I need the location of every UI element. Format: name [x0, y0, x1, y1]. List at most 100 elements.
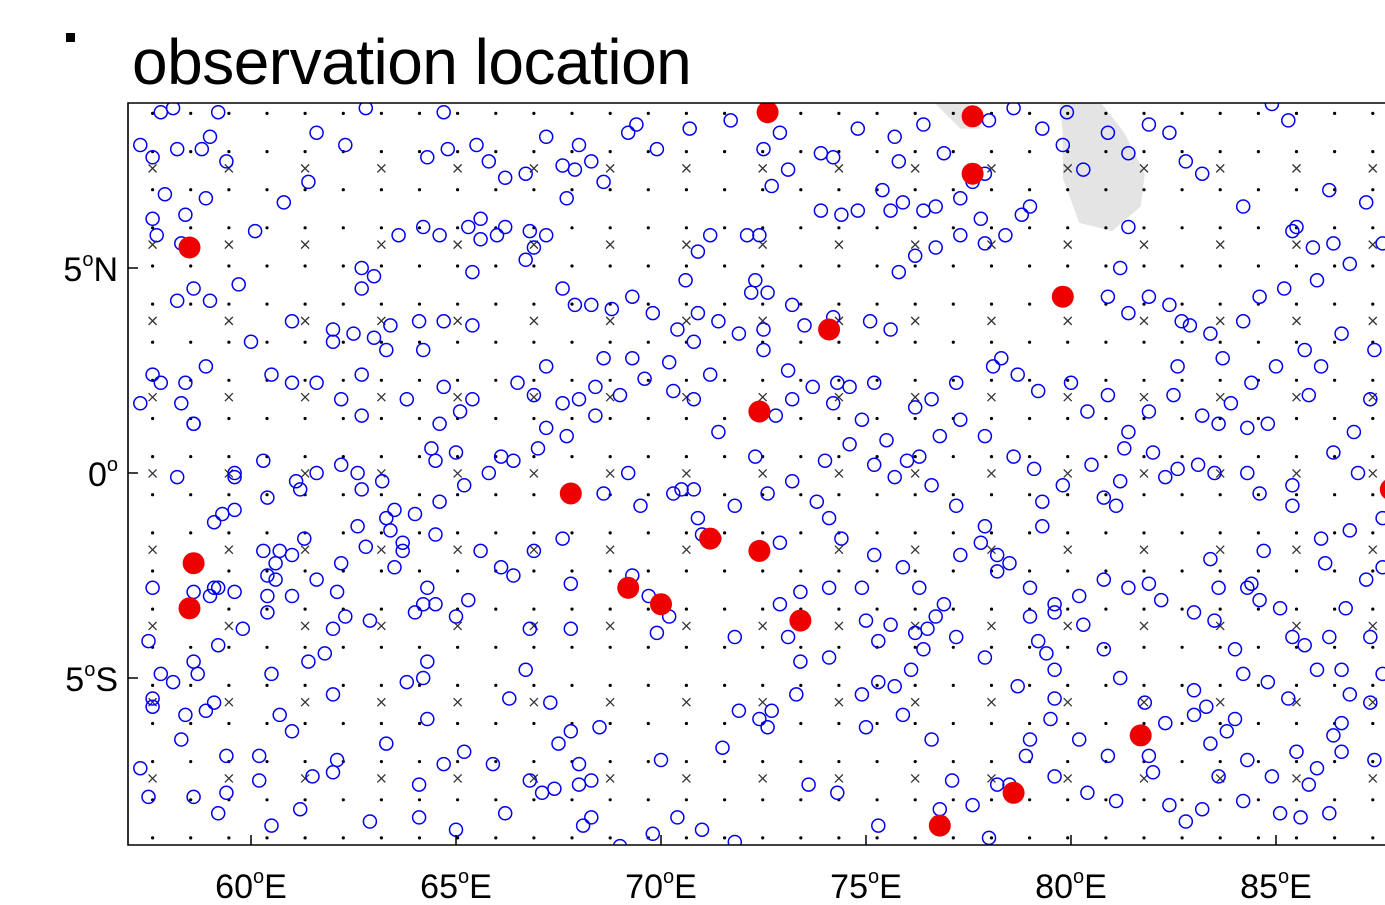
grid-dot	[151, 455, 155, 459]
observation-circle	[953, 547, 968, 563]
grid-dot	[989, 493, 994, 497]
grid-dot	[1142, 645, 1146, 649]
observation-circle	[354, 367, 369, 382]
grid-dot	[456, 645, 460, 649]
grid-dot	[913, 455, 917, 459]
grid-dot	[532, 416, 536, 421]
observation-circle	[797, 318, 812, 333]
observation-circle	[584, 297, 599, 313]
grid-dot	[646, 150, 650, 154]
observation-circle	[977, 650, 993, 665]
observation-circle	[346, 326, 361, 341]
observation-circle	[202, 293, 218, 309]
frame-line	[127, 102, 1385, 846]
observation-circle	[1363, 695, 1378, 710]
grid-dot	[379, 836, 383, 840]
observation-circle	[1047, 605, 1062, 620]
grid-dot	[1256, 188, 1260, 192]
grid-cross	[300, 392, 310, 402]
grid-dot	[646, 416, 650, 421]
observation-circle	[1350, 465, 1366, 481]
observation-circle	[436, 379, 451, 395]
observation-circle	[1326, 728, 1341, 743]
observation-circle	[1211, 769, 1226, 784]
grid-cross	[681, 316, 691, 326]
grid-dot	[532, 340, 536, 344]
observation-circle	[366, 330, 382, 345]
grid-dot	[1142, 721, 1146, 726]
grid-dot	[951, 607, 955, 611]
grid-dot	[761, 378, 765, 382]
grid-dot	[646, 531, 650, 535]
grid-dot	[1180, 455, 1184, 459]
grid-dot	[456, 798, 460, 802]
grid-cross	[1139, 545, 1149, 555]
grid-dot	[189, 264, 193, 268]
observation-circle	[383, 318, 398, 333]
grid-dot	[723, 760, 727, 764]
observation-circle	[592, 719, 607, 735]
observation-circle	[379, 510, 394, 526]
grid-dot	[1142, 111, 1146, 115]
observation-circle	[1363, 391, 1378, 407]
grid-dot	[1371, 378, 1375, 382]
observation-circle	[764, 178, 779, 194]
grid-dot	[1333, 416, 1337, 421]
observation-circle	[1358, 572, 1374, 587]
grid-dot	[837, 264, 841, 268]
observation-circle	[354, 281, 369, 296]
grid-dot	[875, 226, 879, 230]
grid-cross	[224, 545, 234, 555]
observation-circle	[670, 322, 685, 337]
grid-dot	[684, 645, 689, 649]
grid-dot	[189, 798, 193, 802]
grid-dot	[1066, 188, 1070, 192]
grid-dot	[951, 760, 955, 764]
grid-cross	[834, 621, 844, 631]
grid-dot	[303, 760, 307, 764]
observation-circle	[981, 830, 997, 845]
x-tick-label: 75oE	[830, 866, 902, 905]
grid-dot	[875, 493, 879, 497]
grid-dot	[875, 607, 879, 611]
grid-dot	[341, 683, 345, 688]
observation-circle	[1141, 748, 1157, 764]
observation-circle	[1334, 662, 1349, 678]
grid-dot	[837, 455, 841, 459]
observation-circle	[1227, 642, 1243, 657]
grid-dot	[417, 416, 422, 421]
grid-dot	[1218, 683, 1222, 688]
grid-dot	[189, 150, 193, 154]
observation-circle	[727, 498, 743, 514]
observation-circle	[883, 203, 898, 218]
grid-dot	[723, 226, 727, 230]
grid-cross	[605, 316, 615, 326]
grid-dot	[913, 416, 917, 421]
observation-circle	[309, 465, 324, 481]
observation-circle	[169, 141, 185, 157]
y-tick-label: 5oN	[63, 249, 118, 289]
grid-dot	[1066, 493, 1070, 497]
grid-dot	[913, 150, 917, 154]
grid-dot	[1180, 569, 1184, 573]
grid-dot	[341, 340, 345, 344]
grid-dot	[951, 378, 955, 382]
grid-dot	[379, 188, 383, 192]
observation-circle	[723, 113, 738, 128]
grid-dot	[608, 150, 612, 154]
grid-dot	[151, 607, 155, 611]
grid-dot	[989, 226, 994, 230]
observation-circle	[973, 535, 989, 550]
observation-circle	[1145, 765, 1161, 780]
grid-dot	[1333, 264, 1337, 268]
grid-dot	[341, 188, 345, 192]
observation-circle	[428, 527, 443, 542]
grid-dot	[417, 302, 422, 306]
observation-circle	[186, 584, 201, 600]
observation-circle	[645, 826, 661, 842]
red-observation-point	[961, 105, 984, 128]
grid-cross	[300, 316, 310, 326]
observation-circle	[686, 482, 702, 497]
grid-dot	[989, 683, 994, 688]
grid-dot	[456, 378, 460, 382]
